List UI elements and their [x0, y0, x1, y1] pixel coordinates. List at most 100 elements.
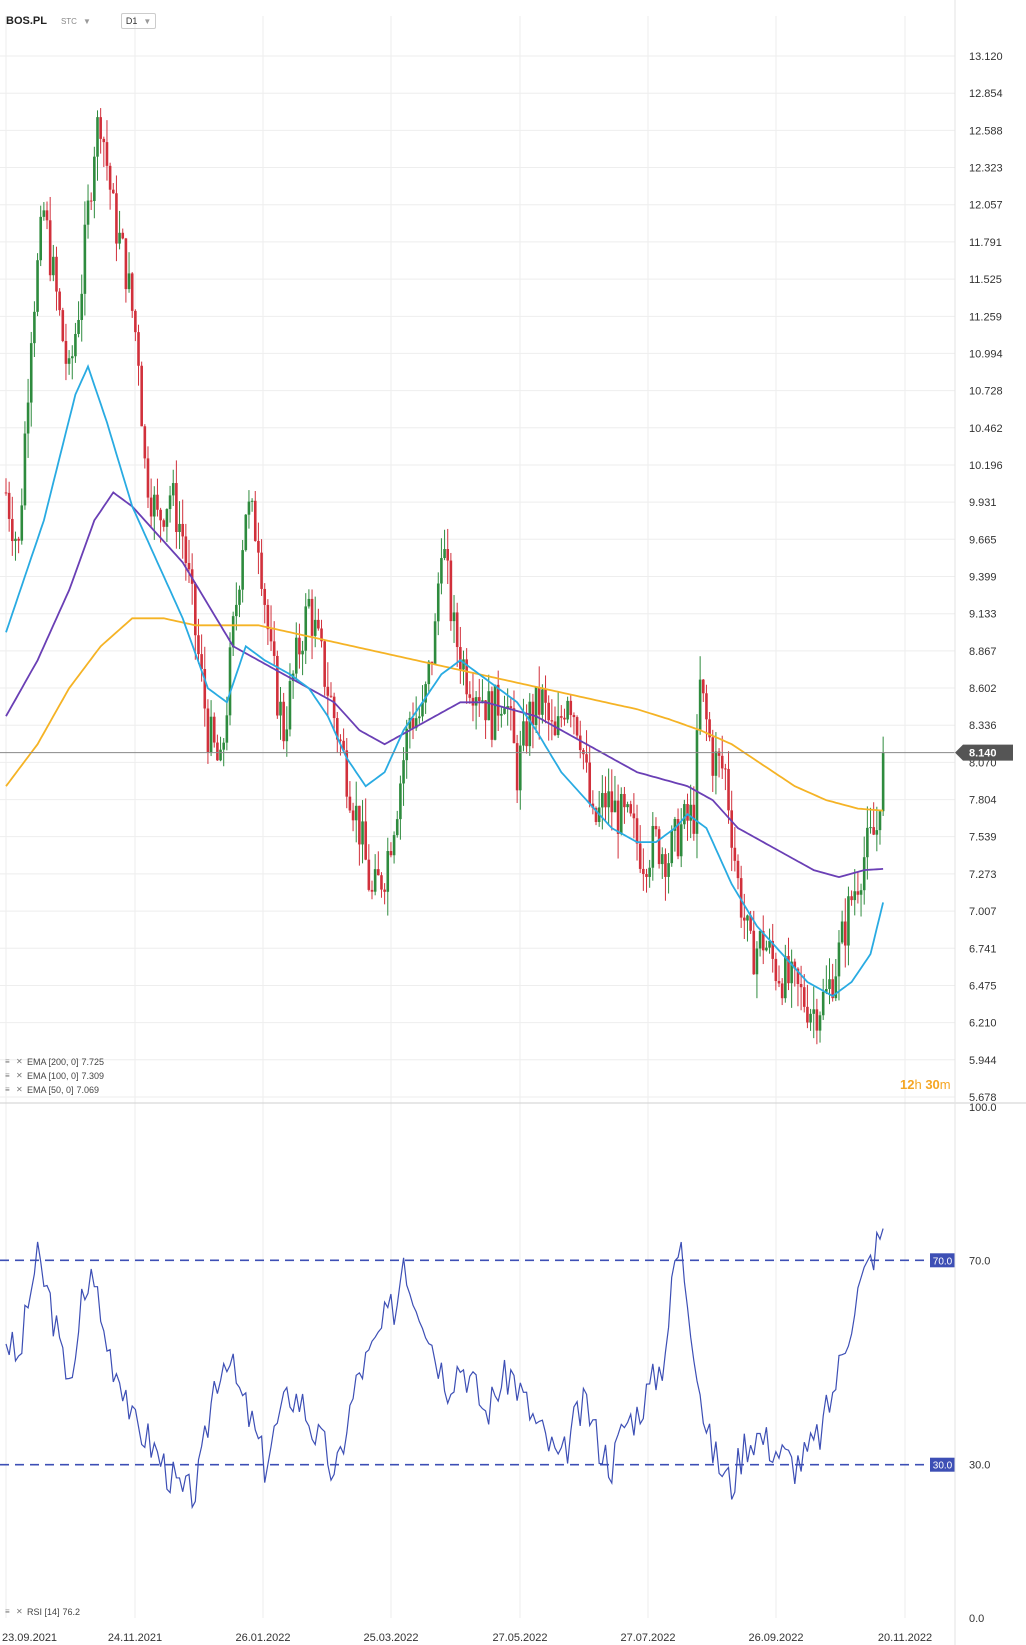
candle-body[interactable]: [386, 851, 390, 892]
candle-body[interactable]: [178, 523, 181, 533]
candle-body[interactable]: [301, 650, 304, 655]
candle-body[interactable]: [159, 509, 162, 521]
candle-body[interactable]: [200, 654, 203, 670]
candle-body[interactable]: [272, 641, 276, 656]
candle-body[interactable]: [872, 827, 875, 835]
candle-body[interactable]: [720, 755, 724, 769]
candle-body[interactable]: [787, 955, 790, 984]
candle-body[interactable]: [39, 216, 43, 261]
candle-body[interactable]: [152, 494, 156, 517]
candle-body[interactable]: [493, 684, 497, 740]
candle-body[interactable]: [411, 717, 415, 729]
candle-body[interactable]: [862, 857, 866, 891]
candle-body[interactable]: [326, 686, 330, 696]
candle-body[interactable]: [197, 635, 200, 655]
candle-body[interactable]: [537, 687, 541, 715]
candle-body[interactable]: [339, 739, 342, 741]
settings-icon[interactable]: ≡: [5, 1085, 10, 1094]
candle-body[interactable]: [859, 890, 863, 895]
candle-body[interactable]: [515, 743, 519, 791]
candle-body[interactable]: [714, 751, 718, 776]
candle-body[interactable]: [402, 760, 405, 784]
candle-body[interactable]: [474, 697, 478, 706]
candle-body[interactable]: [490, 691, 494, 740]
candle-body[interactable]: [257, 540, 260, 553]
close-icon[interactable]: ✕: [16, 1607, 23, 1616]
candle-body[interactable]: [698, 679, 702, 731]
candle-body[interactable]: [440, 558, 443, 584]
candle-body[interactable]: [881, 752, 885, 812]
candle-body[interactable]: [531, 701, 535, 726]
candle-body[interactable]: [645, 874, 648, 877]
candle-body[interactable]: [503, 708, 506, 714]
candle-body[interactable]: [774, 958, 778, 982]
candle-body[interactable]: [651, 825, 655, 868]
candle-body[interactable]: [878, 811, 882, 831]
candle-body[interactable]: [512, 708, 516, 744]
candle-body[interactable]: [749, 915, 752, 931]
candle-body[interactable]: [184, 536, 188, 564]
candle-body[interactable]: [522, 721, 525, 746]
candle-body[interactable]: [594, 808, 598, 822]
candle-body[interactable]: [809, 1013, 812, 1023]
candle-body[interactable]: [604, 793, 607, 808]
candle-body[interactable]: [86, 200, 90, 225]
candle-body[interactable]: [52, 256, 55, 276]
candle-body[interactable]: [518, 745, 522, 791]
candle-body[interactable]: [780, 983, 784, 999]
candle-body[interactable]: [459, 647, 462, 670]
candle-body[interactable]: [701, 679, 705, 694]
candle-body[interactable]: [48, 220, 52, 276]
candle-body[interactable]: [342, 740, 345, 751]
timeframe-select[interactable]: D1 ▼: [120, 13, 157, 29]
close-icon[interactable]: ✕: [16, 1071, 23, 1080]
candle-body[interactable]: [427, 661, 431, 685]
candle-body[interactable]: [351, 810, 355, 821]
candle-body[interactable]: [866, 827, 869, 858]
candle-body[interactable]: [304, 606, 308, 651]
candle-body[interactable]: [733, 847, 737, 861]
candle-body[interactable]: [323, 641, 326, 687]
candle-body[interactable]: [418, 716, 421, 719]
candle-body[interactable]: [42, 210, 46, 217]
candle-body[interactable]: [629, 804, 633, 814]
candle-body[interactable]: [660, 854, 664, 865]
candle-body[interactable]: [222, 742, 226, 750]
candle-body[interactable]: [55, 256, 58, 292]
candle-body[interactable]: [203, 669, 207, 709]
candle-body[interactable]: [115, 193, 118, 244]
candle-body[interactable]: [837, 942, 841, 977]
candle-body[interactable]: [263, 588, 267, 605]
candle-body[interactable]: [294, 637, 298, 674]
candle-body[interactable]: [727, 768, 730, 811]
candle-body[interactable]: [825, 988, 828, 992]
candle-body[interactable]: [399, 783, 402, 820]
candle-body[interactable]: [452, 612, 456, 622]
candle-body[interactable]: [528, 701, 532, 747]
candle-body[interactable]: [755, 948, 759, 975]
candle-body[interactable]: [484, 700, 487, 721]
rsi-pane[interactable]: 70.0 30.0: [0, 1228, 955, 1510]
candle-body[interactable]: [313, 619, 317, 636]
candle-body[interactable]: [667, 863, 670, 877]
candle-body[interactable]: [525, 721, 528, 747]
candle-body[interactable]: [4, 492, 8, 494]
candle-body[interactable]: [796, 968, 800, 984]
candle-body[interactable]: [58, 291, 61, 311]
candle-body[interactable]: [616, 800, 620, 834]
candle-body[interactable]: [111, 189, 115, 194]
candle-body[interactable]: [496, 684, 500, 716]
candle-body[interactable]: [578, 735, 582, 751]
candle-body[interactable]: [80, 293, 84, 320]
candle-body[interactable]: [430, 661, 434, 664]
candle-body[interactable]: [610, 791, 614, 813]
candle-body[interactable]: [108, 165, 112, 190]
candle-body[interactable]: [74, 333, 77, 357]
candle-body[interactable]: [171, 483, 175, 496]
candle-body[interactable]: [834, 976, 838, 999]
candle-body[interactable]: [654, 825, 658, 830]
candle-body[interactable]: [320, 628, 323, 642]
candle-body[interactable]: [64, 340, 68, 364]
candle-body[interactable]: [260, 552, 263, 589]
symbol-label[interactable]: BOS.PL: [6, 15, 47, 27]
